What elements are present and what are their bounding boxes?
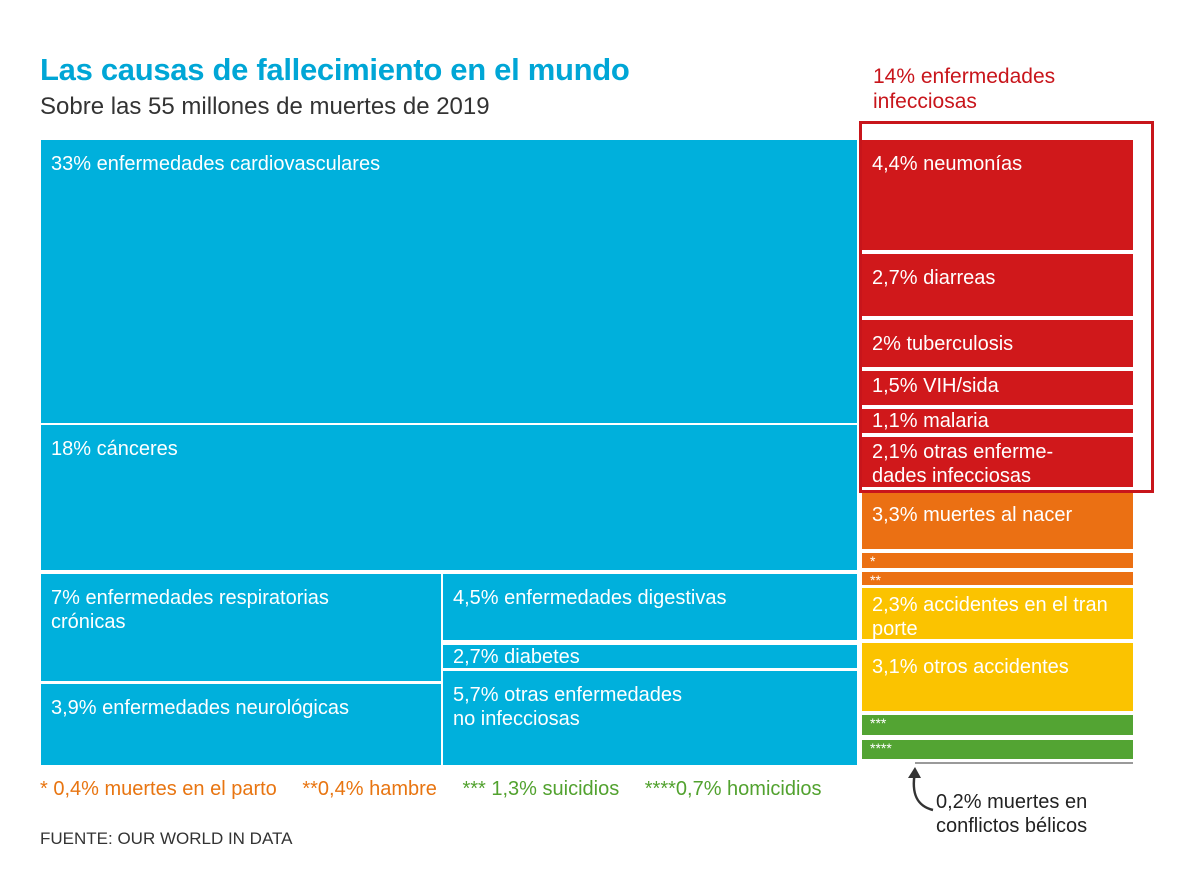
treemap-cell-vih: 1,5% VIH/sida bbox=[862, 371, 1133, 405]
treemap-cell-digest: 4,5% enfermedades digestivas bbox=[443, 574, 857, 640]
footnote-hambre: **0,4% hambre bbox=[302, 778, 437, 800]
treemap-label-tuber: 2% tuberculosis bbox=[872, 333, 1014, 355]
war-leader-line bbox=[1041, 762, 1133, 764]
treemap-label-nacer: 3,3% muertes al nacer bbox=[872, 504, 1073, 526]
treemap-label-homic: **** bbox=[870, 740, 892, 756]
footnote-homicidios: ****0,7% homicidios bbox=[644, 778, 822, 800]
treemap-cell-cardio: 33% enfermedades cardiovasculares bbox=[41, 140, 857, 423]
treemap-cell-otras_ni: 5,7% otras enfermedades no infecciosas bbox=[443, 671, 857, 765]
treemap-label-diarr: 2,7% diarreas bbox=[872, 267, 996, 289]
curved-arrow-icon bbox=[908, 767, 934, 812]
treemap-label-otros_acc: 3,1% otros accidentes bbox=[872, 656, 1069, 678]
treemap-label-otras_ni: 5,7% otras enfermedades no infecciosas bbox=[453, 684, 683, 730]
treemap-cell-otras_inf: 2,1% otras enferme- dades infecciosas bbox=[862, 437, 1133, 487]
treemap-cell-resp: 7% enfermedades respiratorias crónicas bbox=[41, 574, 441, 681]
treemap-label-vih: 1,5% VIH/sida bbox=[872, 375, 999, 397]
treemap-label-otras_inf: 2,1% otras enferme- dades infecciosas bbox=[872, 441, 1054, 487]
treemap-label-cancer: 18% cánceres bbox=[51, 438, 178, 460]
treemap-cell-suic: *** bbox=[862, 715, 1133, 735]
war-deaths-note: 0,2% muertes en conflictos bélicos bbox=[936, 791, 1088, 837]
source-note: FUENTE: OUR WORLD IN DATA bbox=[40, 829, 293, 848]
treemap-cell-neuro: 3,9% enfermedades neurológicas bbox=[41, 684, 441, 765]
treemap-label-resp: 7% enfermedades respiratorias crónicas bbox=[51, 587, 329, 633]
treemap-cell-hambre: ** bbox=[862, 572, 1133, 585]
treemap-label-transp: 2,3% accidentes en el tran porte bbox=[872, 594, 1108, 639]
treemap-label-neuro: 3,9% enfermedades neurológicas bbox=[51, 697, 349, 719]
treemap-cell-diab: 2,7% diabetes bbox=[443, 645, 857, 668]
treemap-label-digest: 4,5% enfermedades digestivas bbox=[453, 587, 727, 609]
treemap-cell-homic: **** bbox=[862, 740, 1133, 759]
treemap-label-suic: *** bbox=[870, 715, 887, 731]
treemap-cell-diarr: 2,7% diarreas bbox=[862, 254, 1133, 316]
treemap-cell-cancer: 18% cánceres bbox=[41, 425, 857, 570]
treemap-label-parto: * bbox=[870, 553, 876, 568]
treemap-label-diab: 2,7% diabetes bbox=[453, 646, 580, 668]
treemap-cell-tuber: 2% tuberculosis bbox=[862, 320, 1133, 367]
treemap-cell-parto: * bbox=[862, 553, 1133, 568]
treemap-label-cardio: 33% enfermedades cardiovasculares bbox=[51, 153, 381, 175]
treemap-cell-transp: 2,3% accidentes en el tran porte bbox=[862, 588, 1133, 639]
footnote-suicidios: *** 1,3% suicidios bbox=[462, 778, 620, 800]
treemap-cell-malaria: 1,1% malaria bbox=[862, 409, 1133, 433]
chart-subtitle: Sobre las 55 millones de muertes de 2019 bbox=[40, 93, 490, 120]
footnotes: * 0,4% muertes en el parto **0,4% hambre… bbox=[40, 778, 842, 801]
footnote-parto: * 0,4% muertes en el parto bbox=[40, 778, 277, 800]
treemap-cell-otros_acc: 3,1% otros accidentes bbox=[862, 643, 1133, 711]
chart-title: Las causas de fallecimiento en el mundo bbox=[40, 52, 630, 87]
treemap-label-neumo: 4,4% neumonías bbox=[872, 153, 1023, 175]
treemap-label-hambre: ** bbox=[870, 572, 881, 585]
treemap-cell-nacer: 3,3% muertes al nacer bbox=[862, 491, 1133, 549]
treemap-cell-neumo: 4,4% neumonías bbox=[862, 140, 1133, 250]
infectious-group-label: 14% enfermedades infecciosas bbox=[873, 65, 1056, 113]
treemap-label-malaria: 1,1% malaria bbox=[872, 410, 989, 432]
treemap-cell-guerra bbox=[915, 762, 1041, 764]
